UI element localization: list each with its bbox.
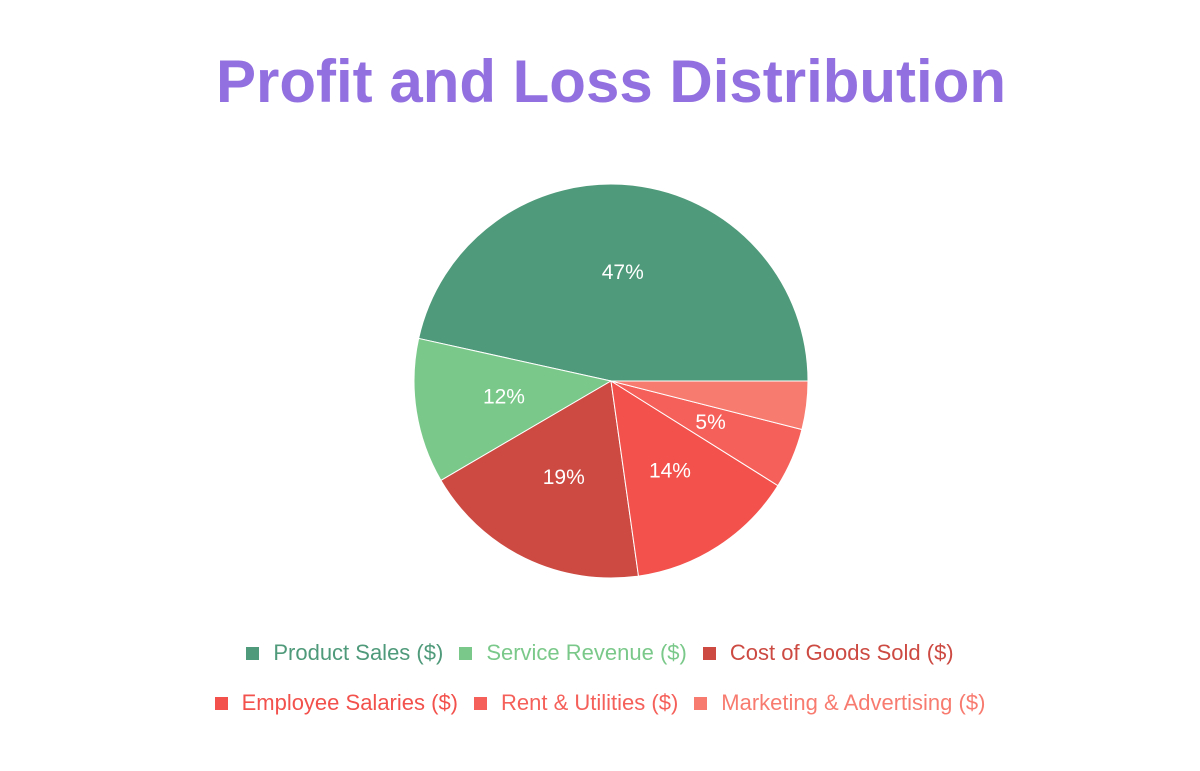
legend-swatch	[474, 696, 488, 710]
legend-label: Cost of Goods Sold ($)	[729, 640, 954, 665]
legend-item: Product Sales ($)	[246, 640, 443, 666]
slice-label: 47%	[602, 261, 644, 284]
chart: Profit and Loss Distribution 47% 12% 19% 14…	[216, 48, 1006, 579]
legend-label: Employee Salaries ($)	[241, 690, 459, 715]
legend-label: Service Revenue ($)	[486, 640, 687, 665]
legend-label: Rent & Utilities ($)	[501, 690, 679, 715]
pie-slice	[610, 380, 809, 431]
legend-swatch	[702, 646, 716, 660]
pie-slice	[413, 337, 613, 482]
slice-label: 5%	[695, 411, 725, 434]
legend-label: Product Sales ($)	[273, 640, 444, 665]
pie-slice	[418, 183, 809, 382]
slice-label: 12%	[483, 385, 525, 408]
chart-title: Profit and Loss Distribution	[216, 48, 1006, 115]
pie-slice	[440, 380, 640, 579]
legend-swatch	[459, 646, 473, 660]
legend-swatch	[246, 646, 260, 660]
legend-swatch	[694, 696, 708, 710]
slice-label: 14%	[649, 459, 691, 482]
legend-item: Service Revenue ($)	[459, 640, 687, 666]
legend: Product Sales ($) Service Revenue ($) Cost…	[170, 640, 1030, 716]
legend-swatch	[214, 696, 228, 710]
legend-item: Employee Salaries ($)	[214, 690, 459, 716]
legend-item: Marketing & Advertising ($)	[694, 690, 985, 716]
legend-item: Cost of Goods Sold ($)	[702, 640, 954, 666]
pie-slice	[610, 380, 779, 577]
legend-label: Marketing & Advertising ($)	[721, 690, 986, 715]
legend-item: Rent & Utilities ($)	[474, 690, 678, 716]
slice-label: 19%	[543, 466, 585, 489]
